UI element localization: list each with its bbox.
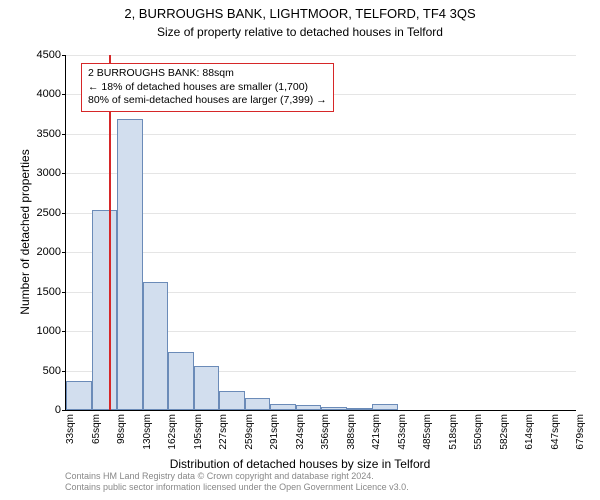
footer-line-2: Contains public sector information licen…	[65, 482, 409, 494]
ytick-label: 1000	[37, 325, 61, 337]
histogram-bar	[219, 391, 245, 410]
histogram-bar	[117, 119, 143, 410]
xtick-label: 356sqm	[320, 414, 331, 450]
histogram-bar	[296, 405, 322, 410]
plot-area: 2 BURROUGHS BANK: 88sqm← 18% of detached…	[65, 55, 576, 411]
ytick-mark	[62, 371, 66, 372]
xtick-label: 550sqm	[473, 414, 484, 450]
ytick-label: 1500	[37, 286, 61, 298]
xtick-label: 195sqm	[193, 414, 204, 450]
ytick-mark	[62, 55, 66, 56]
gridline	[66, 134, 576, 135]
ytick-mark	[62, 94, 66, 95]
histogram-bar	[321, 407, 347, 410]
xtick-label: 518sqm	[448, 414, 459, 450]
ytick-label: 4000	[37, 88, 61, 100]
histogram-bar	[245, 398, 271, 410]
ytick-label: 2000	[37, 246, 61, 258]
annotation-line: 80% of semi-detached houses are larger (…	[88, 94, 327, 108]
y-axis-label: Number of detached properties	[18, 132, 32, 332]
ytick-label: 3000	[37, 167, 61, 179]
annotation-line: ← 18% of detached houses are smaller (1,…	[88, 81, 327, 95]
xtick-label: 259sqm	[244, 414, 255, 450]
ytick-mark	[62, 410, 66, 411]
chart-container: 2, BURROUGHS BANK, LIGHTMOOR, TELFORD, T…	[0, 0, 600, 500]
gridline	[66, 55, 576, 56]
xtick-label: 65sqm	[91, 414, 102, 444]
histogram-bar	[194, 366, 220, 410]
ytick-mark	[62, 252, 66, 253]
xtick-label: 291sqm	[269, 414, 280, 450]
xtick-label: 130sqm	[142, 414, 153, 450]
xtick-label: 679sqm	[575, 414, 586, 450]
annotation-line: 2 BURROUGHS BANK: 88sqm	[88, 67, 327, 81]
histogram-bar	[143, 282, 169, 410]
xtick-label: 421sqm	[371, 414, 382, 450]
histogram-bar	[66, 381, 92, 410]
x-axis-label: Distribution of detached houses by size …	[0, 457, 600, 471]
histogram-bar	[347, 408, 373, 410]
ytick-label: 0	[55, 404, 61, 416]
annotation-box: 2 BURROUGHS BANK: 88sqm← 18% of detached…	[81, 63, 334, 112]
ytick-mark	[62, 213, 66, 214]
ytick-mark	[62, 134, 66, 135]
gridline	[66, 252, 576, 253]
histogram-bar	[92, 210, 118, 410]
ytick-label: 2500	[37, 207, 61, 219]
footer-text: Contains HM Land Registry data © Crown c…	[65, 471, 409, 494]
ytick-label: 500	[43, 365, 61, 377]
xtick-label: 614sqm	[524, 414, 535, 450]
histogram-bar	[372, 404, 398, 410]
gridline	[66, 213, 576, 214]
footer-line-1: Contains HM Land Registry data © Crown c…	[65, 471, 409, 483]
xtick-label: 162sqm	[167, 414, 178, 450]
chart-title: 2, BURROUGHS BANK, LIGHTMOOR, TELFORD, T…	[0, 6, 600, 21]
histogram-bar	[270, 404, 296, 410]
ytick-label: 4500	[37, 49, 61, 61]
gridline	[66, 173, 576, 174]
xtick-label: 453sqm	[397, 414, 408, 450]
xtick-label: 647sqm	[550, 414, 561, 450]
ytick-mark	[62, 292, 66, 293]
xtick-label: 33sqm	[65, 414, 76, 444]
chart-subtitle: Size of property relative to detached ho…	[0, 25, 600, 39]
xtick-label: 485sqm	[422, 414, 433, 450]
histogram-bar	[168, 352, 194, 410]
xtick-label: 98sqm	[116, 414, 127, 444]
ytick-mark	[62, 331, 66, 332]
xtick-label: 227sqm	[218, 414, 229, 450]
ytick-mark	[62, 173, 66, 174]
xtick-label: 388sqm	[346, 414, 357, 450]
xtick-label: 582sqm	[499, 414, 510, 450]
xtick-label: 324sqm	[295, 414, 306, 450]
ytick-label: 3500	[37, 128, 61, 140]
